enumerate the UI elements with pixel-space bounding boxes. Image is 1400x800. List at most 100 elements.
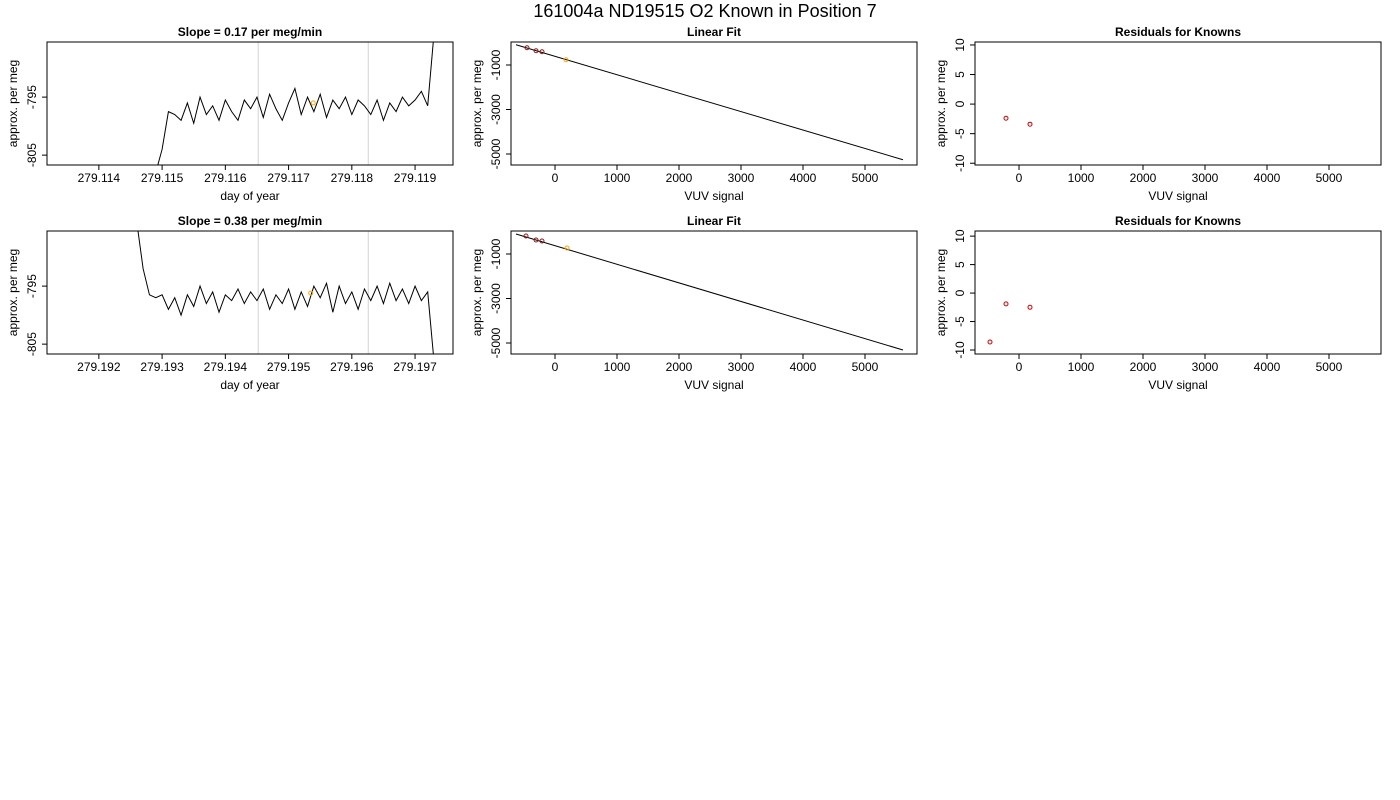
data-point — [1027, 304, 1033, 310]
y-axis-label: approx. per meg — [470, 249, 484, 336]
x-axis-label: day of year — [220, 378, 279, 392]
y-tick-label: -10 — [953, 341, 967, 359]
plot-box — [974, 41, 1382, 166]
x-axis-label: VUV signal — [1148, 189, 1207, 203]
x-tick-label: 1000 — [1068, 360, 1095, 374]
y-tick-label: -1000 — [489, 49, 503, 80]
plot-area — [515, 44, 904, 161]
x-tick-label: 2000 — [666, 360, 693, 374]
y-axis-label: approx. per meg — [934, 60, 948, 147]
y-tick-label: 5 — [953, 261, 967, 268]
y-tick-label: -5 — [953, 128, 967, 139]
y-axis-label: approx. per meg — [470, 60, 484, 147]
highlight-point — [310, 100, 316, 106]
panel: Linear Fit VUV signal approx. per meg 0 1000… — [470, 25, 918, 203]
x-tick-label: 279.117 — [267, 171, 310, 185]
data-point — [533, 48, 539, 54]
x-axis-label: VUV signal — [684, 378, 743, 392]
y-tick-label: 10 — [953, 38, 967, 52]
plot-area — [515, 233, 904, 351]
data-point — [524, 45, 530, 51]
y-tick-label: -10 — [953, 154, 967, 172]
y-tick-label: -795 — [25, 274, 39, 298]
fit-line — [515, 44, 904, 161]
x-tick-label: 279.118 — [331, 171, 374, 185]
x-tick-label: 2000 — [1130, 171, 1157, 185]
x-tick-label: 279.197 — [393, 360, 437, 374]
data-point — [987, 339, 993, 345]
x-tick-label: 279.195 — [267, 360, 311, 374]
data-point — [564, 245, 570, 251]
x-tick-label: 5000 — [852, 360, 879, 374]
panel-title: Slope = 0.17 per meg/min — [178, 25, 322, 39]
x-tick-label: 279.196 — [330, 360, 374, 374]
panel: Linear Fit VUV signal approx. per meg 0 1000… — [470, 214, 918, 392]
x-tick-label: 5000 — [1316, 360, 1343, 374]
x-tick-label: 1000 — [1068, 171, 1095, 185]
x-tick-label: 279.194 — [204, 360, 248, 374]
panel-title: Linear Fit — [687, 25, 741, 39]
data-point — [523, 233, 529, 239]
x-tick-label: 3000 — [728, 171, 755, 185]
y-tick-label: -1000 — [489, 238, 503, 269]
y-axis-label: approx. per meg — [934, 249, 948, 336]
panel-title: Residuals for Knowns — [1115, 25, 1241, 39]
panel-title: Residuals for Knowns — [1115, 214, 1241, 228]
x-tick-label: 3000 — [1192, 360, 1219, 374]
y-tick-label: -5000 — [489, 327, 503, 358]
x-tick-label: 5000 — [852, 171, 879, 185]
data-point — [1003, 115, 1009, 121]
plot-box — [46, 230, 454, 355]
x-axis-label: day of year — [220, 189, 279, 203]
x-axis-label: VUV signal — [684, 189, 743, 203]
y-tick-label: -3000 — [489, 94, 503, 125]
panel-title: Linear Fit — [687, 214, 741, 228]
y-tick-label: -5 — [953, 316, 967, 327]
y-tick-label: -805 — [25, 143, 39, 167]
y-tick-label: 10 — [953, 229, 967, 243]
plot-area — [1003, 115, 1033, 127]
data-point — [539, 238, 545, 244]
y-tick-label: 5 — [953, 71, 967, 78]
panel: Slope = 0.17 per meg/min day of year appro… — [6, 25, 454, 203]
x-tick-label: 0 — [1016, 360, 1023, 374]
figure-title: 161004a ND19515 O2 Known in Position 7 — [533, 1, 876, 21]
x-tick-label: 279.192 — [77, 360, 121, 374]
y-tick-label: -795 — [25, 85, 39, 109]
y-axis-label: approx. per meg — [6, 60, 20, 147]
x-tick-label: 4000 — [790, 171, 817, 185]
x-tick-label: 0 — [552, 171, 559, 185]
y-tick-label: -5000 — [489, 138, 503, 169]
x-tick-label: 1000 — [604, 360, 631, 374]
x-tick-label: 279.114 — [78, 171, 121, 185]
x-tick-label: 2000 — [1130, 360, 1157, 374]
plot-box — [510, 230, 918, 355]
plot-area — [157, 42, 434, 165]
data-point — [563, 57, 569, 63]
data-point — [1027, 121, 1033, 127]
y-tick-label: 0 — [953, 289, 967, 296]
x-axis-label: VUV signal — [1148, 378, 1207, 392]
x-tick-label: 5000 — [1316, 171, 1343, 185]
y-axis-label: approx. per meg — [6, 249, 20, 336]
data-point — [533, 237, 539, 243]
x-tick-label: 3000 — [1192, 171, 1219, 185]
plot-area — [137, 231, 434, 354]
plot-area — [987, 301, 1033, 345]
panel: Residuals for Knowns VUV signal approx. pe… — [934, 214, 1382, 392]
x-tick-label: 4000 — [790, 360, 817, 374]
x-tick-label: 279.193 — [140, 360, 184, 374]
panel: Slope = 0.38 per meg/min day of year appro… — [6, 214, 454, 392]
x-tick-label: 279.115 — [141, 171, 184, 185]
fit-line — [515, 233, 904, 351]
highlight-point — [308, 290, 314, 296]
data-line — [157, 42, 434, 165]
data-line — [137, 231, 434, 354]
panel-title: Slope = 0.38 per meg/min — [178, 214, 322, 228]
x-tick-label: 279.116 — [204, 171, 247, 185]
x-tick-label: 0 — [1016, 171, 1023, 185]
plot-box — [510, 41, 918, 166]
x-tick-label: 2000 — [666, 171, 693, 185]
